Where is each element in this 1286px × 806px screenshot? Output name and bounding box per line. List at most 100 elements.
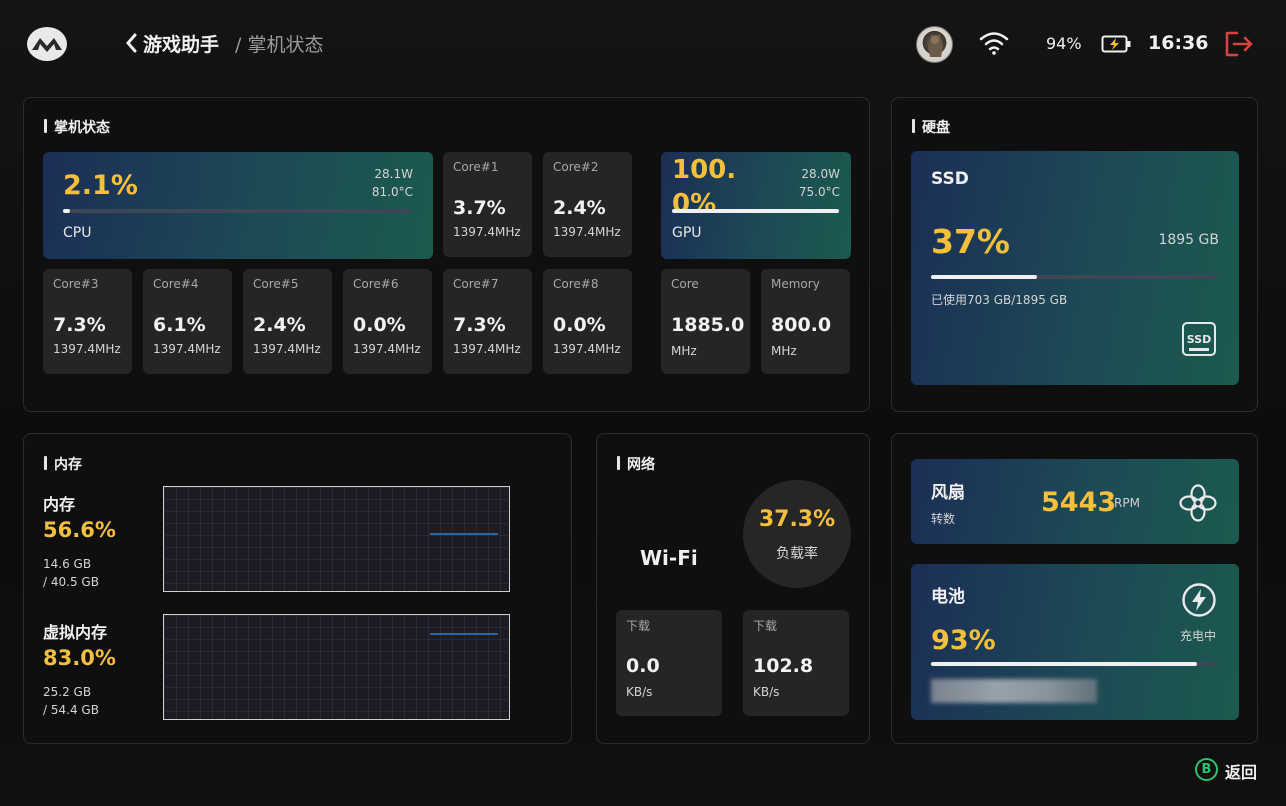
page-title[interactable]: 游戏助手 xyxy=(143,34,220,56)
ram-total: / 40.5 GB xyxy=(43,575,99,589)
core-card: Core#1 3.7% 1397.4MHz xyxy=(443,152,532,257)
network-stat-card: 下载 0.0 KB/s xyxy=(616,610,722,716)
network-stat-label: 下载 xyxy=(626,619,651,633)
network-stat-unit: KB/s xyxy=(626,685,653,699)
core-name: Core#4 xyxy=(153,277,199,291)
disk-title: 硬盘 xyxy=(912,117,950,137)
network-load-label: 负载率 xyxy=(776,546,818,562)
network-stat-label: 下载 xyxy=(753,619,778,633)
ram-label: 内存 xyxy=(43,495,76,514)
core-freq: 1397.4MHz xyxy=(53,342,121,356)
avatar-image xyxy=(928,35,943,57)
cpu-power: 28.1W xyxy=(374,167,413,181)
fan-rpm-unit: RPM xyxy=(1114,496,1140,510)
core-name: Core#6 xyxy=(353,277,399,291)
wifi-icon xyxy=(979,32,1009,55)
virtual-memory-chart xyxy=(163,614,510,720)
virtual-memory-used: 25.2 GB xyxy=(43,685,92,699)
core-name: Core#7 xyxy=(453,277,499,291)
gpu-temp: 75.0°C xyxy=(798,185,840,199)
battery-blurred-info xyxy=(931,679,1097,703)
gpu-label: GPU xyxy=(672,225,702,241)
core-card: Core#7 7.3% 1397.4MHz xyxy=(443,269,532,374)
handheld-status-title: 掌机状态 xyxy=(44,117,110,137)
cpu-label: CPU xyxy=(63,225,92,241)
core-name: Core#5 xyxy=(253,277,299,291)
battery-percent: 94% xyxy=(1046,34,1082,53)
gpu-power: 28.0W xyxy=(801,167,840,181)
gpu-clock-value: 1885.0 xyxy=(671,314,745,336)
back-icon[interactable] xyxy=(124,32,138,54)
network-load: 37.3% xyxy=(758,507,836,532)
exit-icon[interactable] xyxy=(1224,30,1254,58)
ssd-usage-bar xyxy=(931,275,1217,279)
back-button[interactable]: B 返回 xyxy=(1195,757,1265,783)
virtual-memory-label: 虚拟内存 xyxy=(43,623,108,642)
core-freq: 1397.4MHz xyxy=(353,342,421,356)
ssd-usage: 37% xyxy=(931,222,1010,261)
virtual-memory-line xyxy=(430,633,498,635)
core-usage: 3.7% xyxy=(453,197,506,219)
network-stat-value: 0.0 xyxy=(626,655,660,677)
core-card: Core#8 0.0% 1397.4MHz xyxy=(543,269,632,374)
core-name: Core#8 xyxy=(553,277,599,291)
gpu-card xyxy=(661,152,851,259)
cpu-card xyxy=(43,152,433,259)
core-card: Core#6 0.0% 1397.4MHz xyxy=(343,269,432,374)
svg-text:SSD: SSD xyxy=(1187,333,1211,346)
back-label: 返回 xyxy=(1225,763,1258,782)
ram-usage: 56.6% xyxy=(43,518,116,542)
core-usage: 2.4% xyxy=(253,314,306,336)
gpu-usage-bar xyxy=(672,209,839,213)
breadcrumb: / 掌机状态 xyxy=(235,34,324,56)
battery-charging-icon xyxy=(1101,35,1131,53)
gpu-clock-unit: MHz xyxy=(771,344,797,358)
fan-icon xyxy=(1179,484,1217,522)
core-card: Core#5 2.4% 1397.4MHz xyxy=(243,269,332,374)
ssd-name: SSD xyxy=(931,169,969,189)
battery-bar xyxy=(931,662,1217,666)
core-freq: 1397.4MHz xyxy=(453,225,521,239)
core-freq: 1397.4MHz xyxy=(553,225,621,239)
gpu-clock-name: Core xyxy=(671,277,699,291)
fan-card xyxy=(911,459,1239,544)
bolt-icon xyxy=(1182,583,1216,617)
ssd-icon: SSD xyxy=(1182,322,1216,356)
network-stat-unit: KB/s xyxy=(753,685,780,699)
core-card: Core#2 2.4% 1397.4MHz xyxy=(543,152,632,257)
core-name: Core#3 xyxy=(53,277,99,291)
battery-label: 电池 xyxy=(931,587,965,607)
core-freq: 1397.4MHz xyxy=(553,342,621,356)
virtual-memory-usage: 83.0% xyxy=(43,646,116,670)
core-usage: 7.3% xyxy=(53,314,106,336)
ssd-card xyxy=(911,151,1239,385)
cpu-usage-bar-fill xyxy=(63,209,70,213)
cpu-usage-bar xyxy=(63,209,411,213)
core-card: Core#4 6.1% 1397.4MHz xyxy=(143,269,232,374)
core-name: Core#1 xyxy=(453,160,499,174)
core-usage: 7.3% xyxy=(453,314,506,336)
memory-title: 内存 xyxy=(44,454,82,474)
gpu-usage-bar-fill xyxy=(672,209,839,213)
battery-status: 充电中 xyxy=(1179,629,1216,643)
fan-rpm: 5443 xyxy=(1041,487,1117,518)
app-logo xyxy=(27,27,67,61)
core-usage: 0.0% xyxy=(353,314,406,336)
avatar[interactable] xyxy=(916,26,953,63)
ram-used: 14.6 GB xyxy=(43,557,92,571)
core-usage: 6.1% xyxy=(153,314,206,336)
gpu-clock-name: Memory xyxy=(771,277,820,291)
ssd-usage-bar-fill xyxy=(931,275,1037,279)
network-stat-value: 102.8 xyxy=(753,655,814,677)
battery-bar-fill xyxy=(931,662,1197,666)
core-card: Core#3 7.3% 1397.4MHz xyxy=(43,269,132,374)
fan-label: 风扇 xyxy=(931,483,965,503)
core-freq: 1397.4MHz xyxy=(253,342,321,356)
virtual-memory-total: / 54.4 GB xyxy=(43,703,99,717)
ssd-total: 1895 GB xyxy=(1158,232,1219,248)
core-usage: 2.4% xyxy=(553,197,606,219)
core-freq: 1397.4MHz xyxy=(153,342,221,356)
gpu-usage: 100.0% xyxy=(672,155,737,219)
b-button-icon: B xyxy=(1195,758,1218,781)
gpu-clock-value: 800.0 xyxy=(771,314,832,336)
